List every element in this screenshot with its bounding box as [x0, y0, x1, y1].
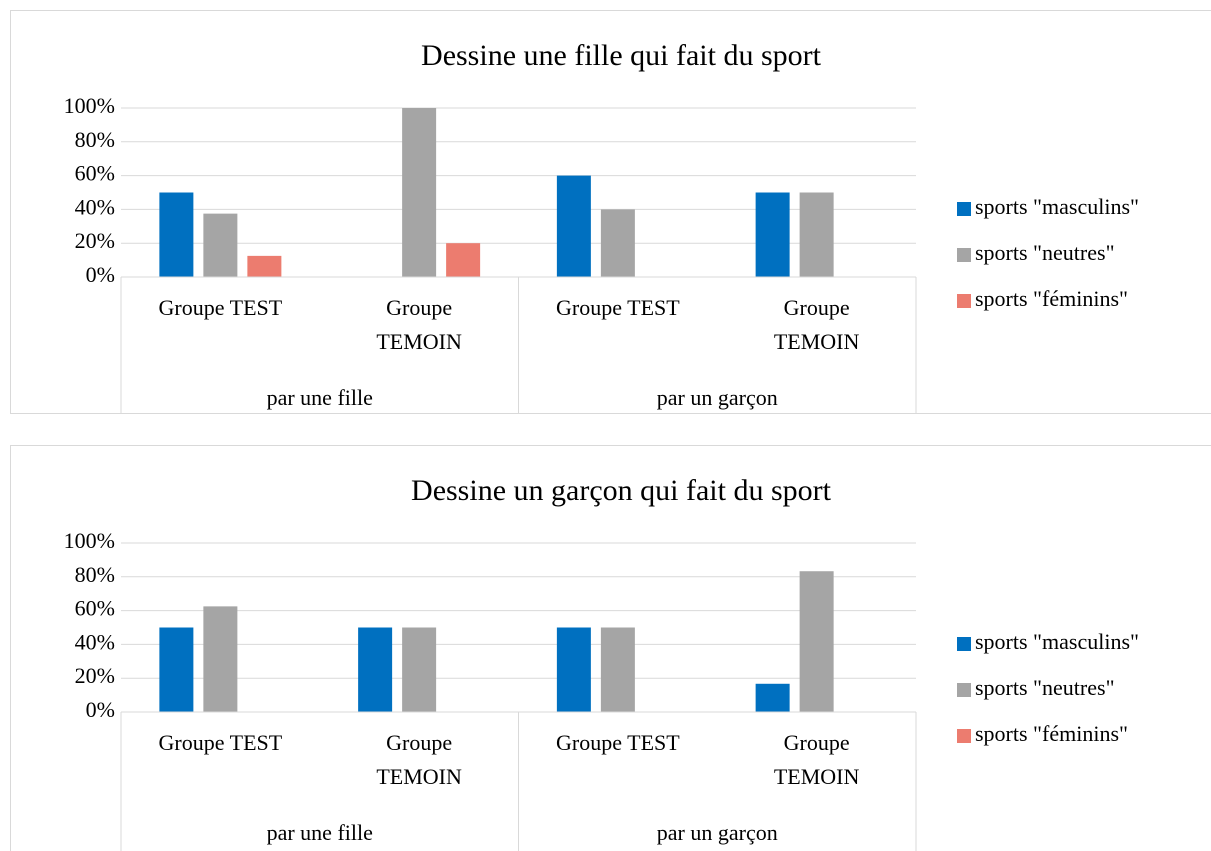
- y-tick-label: 20%: [75, 228, 115, 253]
- y-tick-label: 20%: [75, 663, 115, 688]
- bar: [600, 209, 635, 277]
- legend-label: sports "masculins": [975, 194, 1139, 219]
- bar: [556, 175, 591, 277]
- y-tick-label: 80%: [75, 562, 115, 587]
- legend-swatch: [957, 248, 971, 262]
- bar: [203, 606, 238, 712]
- chart-title: Dessine une fille qui fait du sport: [421, 39, 822, 72]
- bar: [799, 571, 834, 712]
- legend-swatch: [957, 683, 971, 697]
- y-tick-label: 0%: [86, 262, 115, 287]
- bar: [446, 243, 481, 277]
- bar: [247, 255, 282, 277]
- bar: [159, 192, 194, 277]
- bar: [755, 192, 790, 277]
- legend-label: sports "neutres": [975, 675, 1115, 700]
- chart-title: Dessine un garçon qui fait du sport: [411, 474, 832, 507]
- y-tick-label: 100%: [64, 93, 115, 118]
- group-label: par une fille: [266, 820, 373, 845]
- group-label: par un garçon: [656, 385, 778, 410]
- x-tick-label: Groupe TEMOIN: [773, 295, 860, 354]
- bar: [600, 627, 635, 712]
- legend-label: sports "masculins": [975, 629, 1139, 654]
- group-label: par une fille: [266, 385, 373, 410]
- chart-panel: Dessine une fille qui fait du sport 0% 20%…: [10, 10, 1211, 414]
- legend-swatch: [957, 294, 971, 308]
- bar: [203, 213, 238, 277]
- legend-swatch: [957, 729, 971, 743]
- y-tick-label: 0%: [86, 697, 115, 722]
- bar: [159, 627, 194, 712]
- bar: [402, 108, 437, 277]
- bar: [402, 627, 437, 712]
- bar: [556, 627, 591, 712]
- y-tick-label: 60%: [75, 596, 115, 621]
- x-tick-label: Groupe TEST: [556, 295, 680, 320]
- legend-label: sports "féminins": [975, 286, 1128, 311]
- y-tick-label: 60%: [75, 161, 115, 186]
- y-tick-label: 100%: [64, 528, 115, 553]
- bar: [799, 192, 834, 277]
- x-tick-label: Groupe TEMOIN: [773, 730, 860, 789]
- legend-label: sports "féminins": [975, 721, 1128, 746]
- chart-panel: Dessine un garçon qui fait du sport 0% 20%…: [10, 445, 1211, 851]
- x-tick-label: Groupe TEST: [158, 730, 283, 755]
- y-tick-label: 40%: [75, 629, 115, 654]
- y-tick-label: 40%: [75, 194, 115, 219]
- chart: Dessine une fille qui fait du sport 0% 20%…: [64, 39, 1139, 413]
- legend-label: sports "neutres": [975, 240, 1115, 265]
- y-tick-label: 80%: [75, 127, 115, 152]
- x-tick-label: Groupe TEMOIN: [376, 295, 462, 354]
- x-tick-label: Groupe TEST: [556, 730, 680, 755]
- chart: Dessine un garçon qui fait du sport 0% 20%…: [64, 474, 1139, 851]
- group-label: par un garçon: [656, 820, 778, 845]
- bar: [755, 683, 790, 712]
- x-tick-label: Groupe TEMOIN: [376, 730, 462, 789]
- legend-swatch: [957, 637, 971, 651]
- legend-swatch: [957, 202, 971, 216]
- x-tick-label: Groupe TEST: [158, 295, 283, 320]
- bar: [358, 627, 393, 712]
